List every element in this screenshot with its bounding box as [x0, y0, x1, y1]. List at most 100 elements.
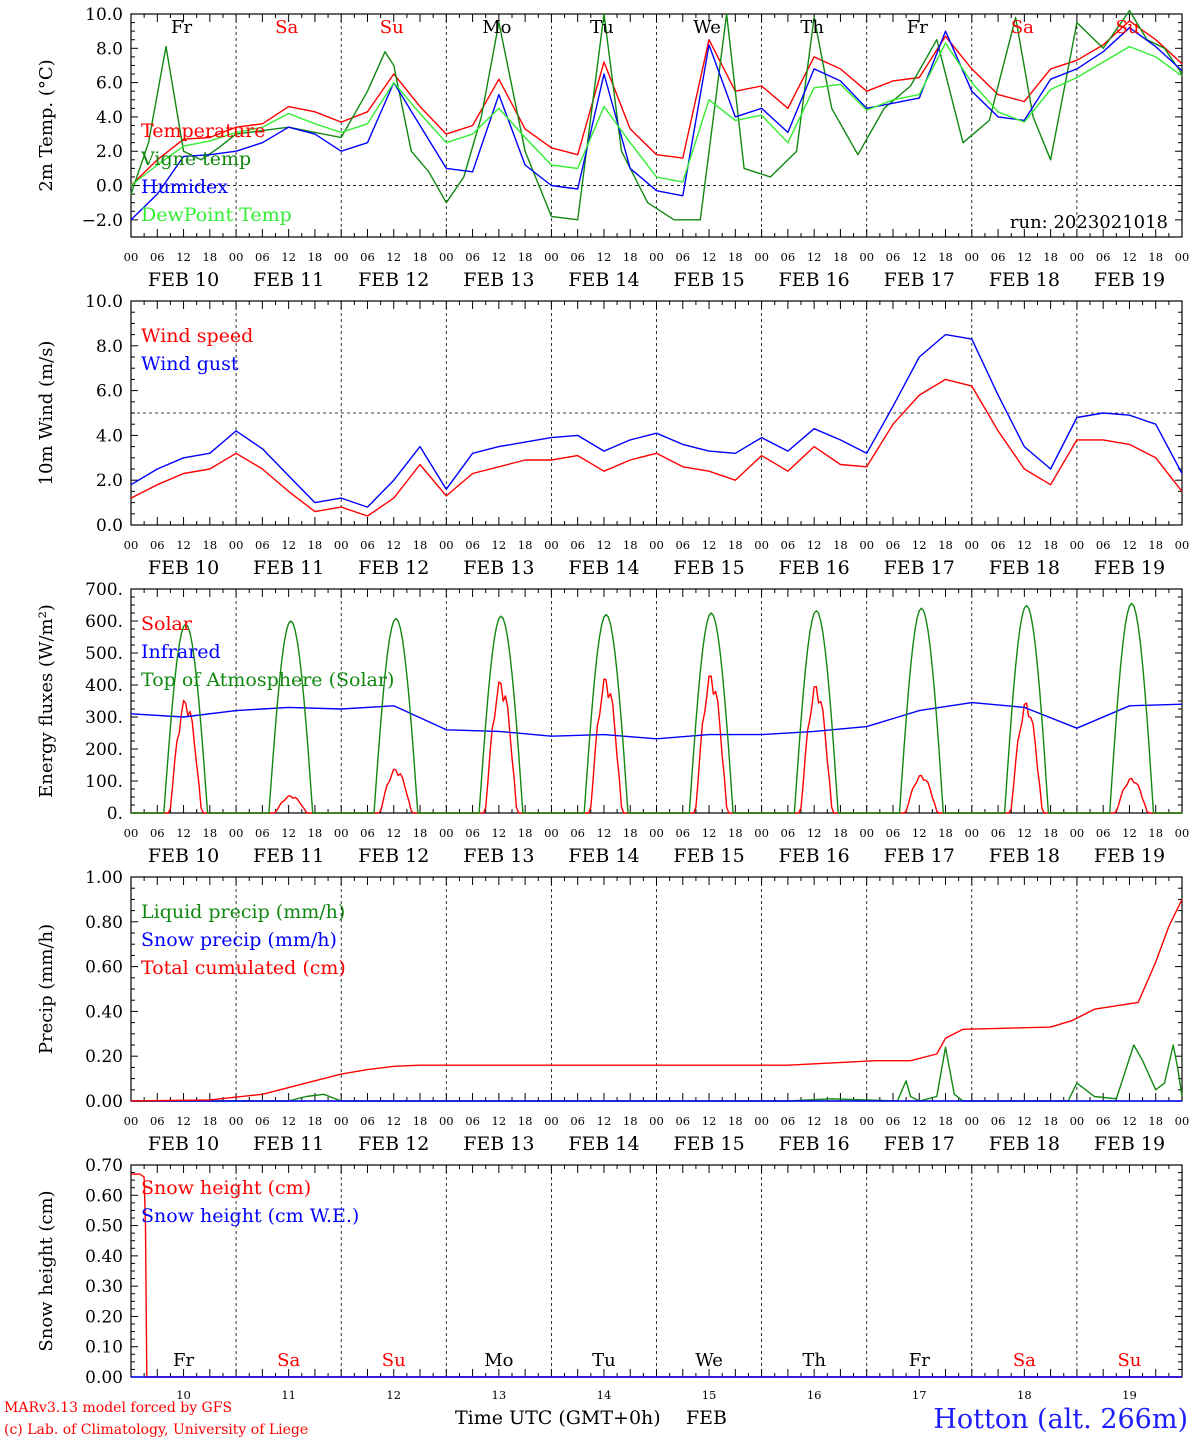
legend-entry: Snow precip (mm/h) — [141, 929, 337, 951]
day-name-label: Th — [800, 17, 824, 38]
legend-entry: Temperature — [141, 120, 265, 142]
x-hour-label: 06 — [781, 826, 796, 840]
x-date-label: FEB 13 — [463, 1133, 534, 1155]
series-top-of-atmosphere-solar — [131, 602, 1182, 814]
y-tick-label: 0.00 — [85, 1368, 123, 1388]
x-hour-label: 00 — [649, 826, 664, 840]
x-hour-label: 00 — [964, 250, 979, 264]
x-date-label: FEB 11 — [253, 557, 324, 579]
x-hour-label: 12 — [281, 826, 296, 840]
x-hour-label: 06 — [991, 1114, 1006, 1128]
x-date-label: FEB 16 — [779, 557, 850, 579]
x-date-label: FEB 19 — [1094, 557, 1165, 579]
x-hour-label: 00 — [1070, 1114, 1085, 1128]
day-name-label: We — [693, 17, 721, 38]
x-hour-label: 12 — [912, 538, 927, 552]
y-tick-label: 8.0 — [96, 39, 123, 59]
x-hour-label: 06 — [781, 250, 796, 264]
y-tick-label: 700. — [85, 580, 123, 600]
x-date-label: FEB 18 — [989, 269, 1060, 291]
series-solar — [131, 675, 1182, 814]
y-tick-label: 0.20 — [85, 1307, 123, 1327]
x-date-label: FEB 13 — [463, 557, 534, 579]
y-tick-label: 8.0 — [96, 337, 123, 357]
x-hour-label: 18 — [938, 826, 953, 840]
x-hour-label: 00 — [1175, 826, 1190, 840]
y-tick-label: 0.60 — [85, 958, 123, 978]
x-hour-label: 06 — [255, 250, 270, 264]
x-date-label: FEB 11 — [253, 269, 324, 291]
x-hour-label: 06 — [255, 1114, 270, 1128]
day-name-label: Th — [802, 1350, 826, 1371]
x-hour-label: 18 — [518, 538, 533, 552]
x-hour-label: 12 — [597, 1114, 612, 1128]
y-tick-label: 0. — [107, 804, 123, 824]
x-date-label: FEB 19 — [1094, 269, 1165, 291]
series-humidex — [130, 27, 1183, 221]
x-date-label: FEB 15 — [673, 1133, 744, 1155]
x-hour-label: 18 — [308, 826, 323, 840]
y-tick-label: 0.0 — [96, 516, 123, 536]
panel-4: 0.00 0.20 0.40 0.60 0.80 1.00 Precip (mm/h) 00 0… — [36, 868, 1189, 1155]
footer-credit-model: MARv3.13 model forced by GFS — [4, 1400, 232, 1416]
x-hour-label: 00 — [649, 250, 664, 264]
x-hour-label: 00 — [544, 826, 559, 840]
x-hour-label: 12 — [912, 250, 927, 264]
x-hour-label: 18 — [728, 538, 743, 552]
y-tick-label: 2.0 — [96, 471, 123, 491]
x-date-label: FEB 12 — [358, 845, 429, 867]
x-hour-label: 00 — [229, 1114, 244, 1128]
y-tick-label: 0.40 — [85, 1247, 123, 1267]
y-axis-label: Energy fluxes (W/m²) — [36, 604, 57, 798]
x-hour-label: 18 — [518, 250, 533, 264]
y-tick-label: 6.0 — [96, 74, 123, 94]
panel-2: 0.0 2.0 4.0 6.0 8.0 10.0 10m Wind (m/s) 00 06 12 1… — [36, 292, 1189, 579]
x-hour-label: 06 — [360, 250, 375, 264]
y-tick-label: 300. — [85, 708, 123, 728]
x-hour-label: 00 — [964, 538, 979, 552]
x-hour-label: 18 — [308, 538, 323, 552]
y-tick-label: 200. — [85, 740, 123, 760]
series-total-cumulated-cm — [130, 899, 1183, 1102]
x-hour-label: 18 — [833, 250, 848, 264]
y-tick-label: 0.10 — [85, 1338, 123, 1358]
x-hour-label: 12 — [702, 250, 717, 264]
y-tick-label: 100. — [85, 772, 123, 792]
x-hour-label: 06 — [360, 826, 375, 840]
x-hour-label: 00 — [649, 538, 664, 552]
x-date-label: FEB 15 — [673, 845, 744, 867]
day-name-label: Fr — [171, 17, 192, 38]
x-hour-label: 06 — [150, 826, 165, 840]
x-date-label: FEB 14 — [568, 557, 639, 579]
x-hour-label: 12 — [492, 826, 507, 840]
x-hour-label: 18 — [623, 538, 638, 552]
x-hour-label: 12 — [386, 826, 401, 840]
x-hour-label: 06 — [675, 1114, 690, 1128]
day-name-label: Mo — [484, 1350, 513, 1371]
x-hour-label: 00 — [754, 250, 769, 264]
x-hour-label: 00 — [964, 826, 979, 840]
day-name-label: Fr — [907, 17, 928, 38]
x-hour-label: 00 — [859, 538, 874, 552]
x-hour-label: 06 — [570, 538, 585, 552]
x-hour-label: 00 — [859, 1114, 874, 1128]
y-tick-label: 0.20 — [85, 1047, 123, 1067]
x-hour-label: 00 — [334, 538, 349, 552]
x-hour-label: 06 — [360, 1114, 375, 1128]
x-hour-label: 18 — [203, 538, 218, 552]
y-tick-label: 1.00 — [85, 868, 123, 888]
y-tick-label: 0.60 — [85, 1186, 123, 1206]
x-hour-label: 18 — [1148, 1114, 1163, 1128]
x-date-label: FEB 14 — [568, 269, 639, 291]
y-tick-label: 4.0 — [96, 426, 123, 446]
x-hour-label: 18 — [518, 826, 533, 840]
x-hour-label: 12 — [176, 1114, 191, 1128]
series-temperature — [130, 20, 1183, 187]
x-hour-label: 12 — [807, 826, 822, 840]
x-hour-label: 06 — [991, 250, 1006, 264]
day-number-label: 16 — [807, 1388, 822, 1402]
series-wind-gust — [130, 333, 1183, 508]
x-hour-label: 00 — [124, 1114, 139, 1128]
y-axis-label: 10m Wind (m/s) — [36, 341, 57, 486]
y-tick-label: 6.0 — [96, 382, 123, 402]
